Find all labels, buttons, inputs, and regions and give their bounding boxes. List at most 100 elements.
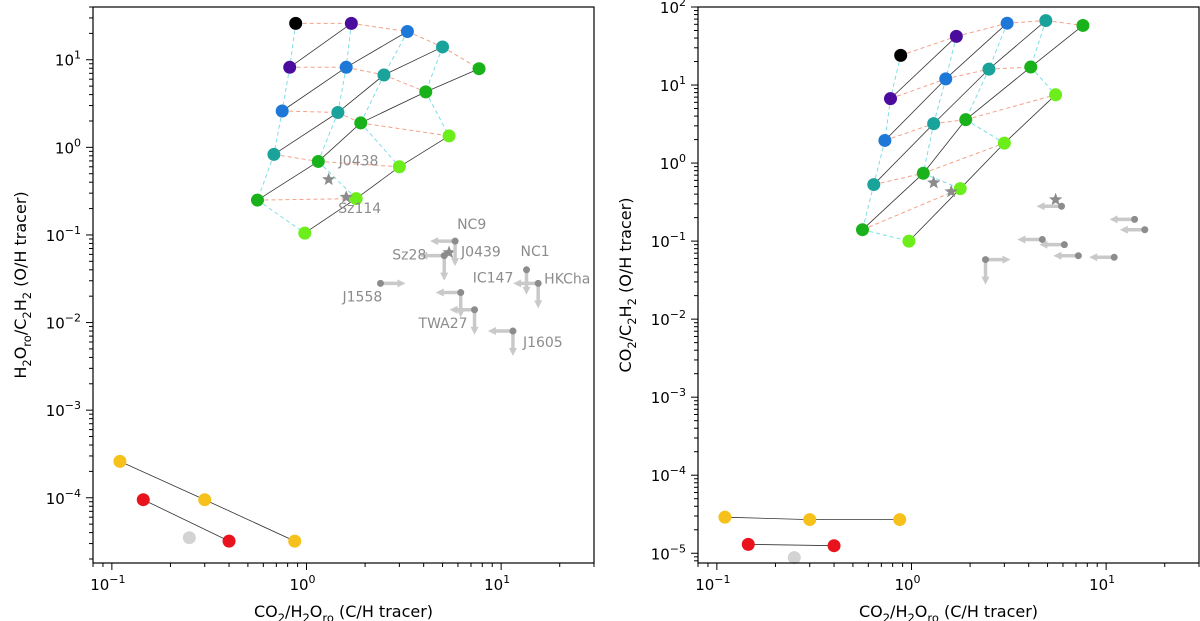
chart-panel-2: 10−1 100 101 10−5 10−4 10−3 10−2 10−1 100 101 102 C… (616, 0, 1200, 621)
grid-line-dashed-cyan (862, 184, 875, 230)
model-point (959, 113, 973, 127)
grid-line-dashed-cyan (345, 23, 352, 68)
source-dot (471, 306, 479, 314)
source-label: J1558 (342, 289, 383, 305)
grid-line-solid (337, 74, 385, 113)
limit-arrow-right-head (397, 279, 406, 288)
limit-arrow-left-head (1109, 215, 1118, 224)
source-dot (982, 256, 990, 264)
source-dot (534, 279, 542, 287)
y-tick-label: 101 (55, 49, 81, 70)
source-dot (1141, 226, 1149, 234)
model-point (1039, 14, 1053, 28)
source-label: J1605 (522, 335, 563, 351)
series-point (113, 454, 127, 468)
grid-line-solid (922, 119, 967, 174)
x-axis-label: CO2/H2Oro (C/H tracer) (859, 602, 1038, 621)
limit-arrow-left-head (1039, 240, 1048, 249)
series-line (119, 461, 205, 501)
series-line (748, 543, 835, 547)
grid-line-dashed-red (273, 153, 319, 162)
grid-line-dashed-red (965, 94, 1056, 121)
low-ratio-series (718, 510, 907, 565)
observed-sources: J0438 Sz114 J0439 NC9 Sz28 J1558 IC147 TWA27 NC1… (322, 153, 590, 357)
source-dot (1058, 202, 1066, 210)
grid-line-dashed-cyan (360, 74, 385, 124)
source-label: NC9 (457, 217, 486, 233)
source-star (442, 245, 456, 259)
model-point (311, 154, 325, 168)
grid-line-dashed-cyan (945, 36, 957, 79)
source-dot (440, 252, 448, 260)
model-point (250, 193, 264, 207)
grid-line-dashed-cyan (257, 154, 275, 201)
grid-line-solid (318, 122, 362, 162)
model-point (289, 16, 303, 30)
grid-line-solid (383, 46, 443, 76)
y-axis-label: CO2/C2H2 (O/H tracer) (616, 198, 639, 373)
source-dot (1060, 241, 1068, 249)
model-point (267, 147, 281, 161)
grid-line-dashed-cyan (965, 68, 990, 120)
grid-line-dashed-cyan (933, 78, 947, 124)
model-point (344, 16, 358, 30)
grid-line-dashed-red (945, 68, 990, 80)
limit-arrow-down-head (470, 326, 479, 335)
grid-line-solid (884, 78, 947, 141)
limit-arrow-left-head (419, 251, 428, 260)
y-tick-label: 101 (660, 74, 686, 95)
limit-arrow-left-head (487, 327, 496, 336)
model-point (997, 136, 1011, 150)
grid-line-dashed-red (923, 142, 1005, 174)
model-point (949, 29, 963, 43)
y-tick-label: 102 (660, 0, 686, 17)
model-point (283, 60, 297, 74)
limit-arrow-right-head (1002, 255, 1011, 264)
grid-line-dashed-cyan (922, 123, 935, 174)
grid-line-dashed-cyan (383, 31, 408, 76)
y-tick-label: 10−4 (651, 464, 686, 485)
grid-line-dashed-red (956, 22, 1008, 37)
axis-ticks (86, 6, 595, 570)
model-point (436, 40, 450, 54)
model-point (392, 160, 406, 174)
model-point (867, 178, 881, 192)
observed-sources (927, 175, 1149, 285)
model-point (1049, 88, 1063, 102)
grid-line-dashed-red (282, 110, 338, 113)
series-point (787, 551, 801, 565)
grid-line-solid (873, 123, 934, 185)
grid-line-solid (281, 66, 347, 112)
model-point (1076, 18, 1090, 32)
grid-line-solid (890, 36, 957, 99)
series-line (204, 499, 295, 542)
series-point (136, 493, 150, 507)
x-tick-label: 101 (484, 573, 510, 594)
grid-line-solid (289, 23, 352, 68)
model-point (331, 105, 345, 119)
source-label: J0438 (338, 153, 379, 169)
grid-line-solid (304, 198, 357, 234)
source-dot (377, 279, 385, 287)
grid-line-dashed-cyan (873, 140, 886, 185)
grid-line-dashed-cyan (1030, 20, 1047, 68)
x-tick-label: 10−1 (695, 573, 730, 594)
grid-line-dashed-cyan (988, 23, 1008, 70)
model-point (349, 192, 363, 206)
grid-line-solid (965, 66, 1032, 120)
limit-arrow-left-head (430, 237, 439, 246)
source-dot (1131, 215, 1139, 223)
source-star (339, 190, 353, 203)
grid-line-dashed-cyan (281, 67, 291, 112)
series-point (222, 534, 236, 548)
series-point (741, 537, 755, 551)
source-star (944, 184, 958, 198)
model-point (275, 104, 289, 118)
source-star (927, 175, 941, 189)
source-dot (1074, 252, 1082, 260)
low-ratio-series (113, 454, 302, 548)
limit-arrow-down-head (534, 300, 543, 309)
source-label: Sz28 (392, 248, 426, 264)
model-point (1000, 16, 1014, 30)
source-label: IC147 (473, 271, 514, 287)
